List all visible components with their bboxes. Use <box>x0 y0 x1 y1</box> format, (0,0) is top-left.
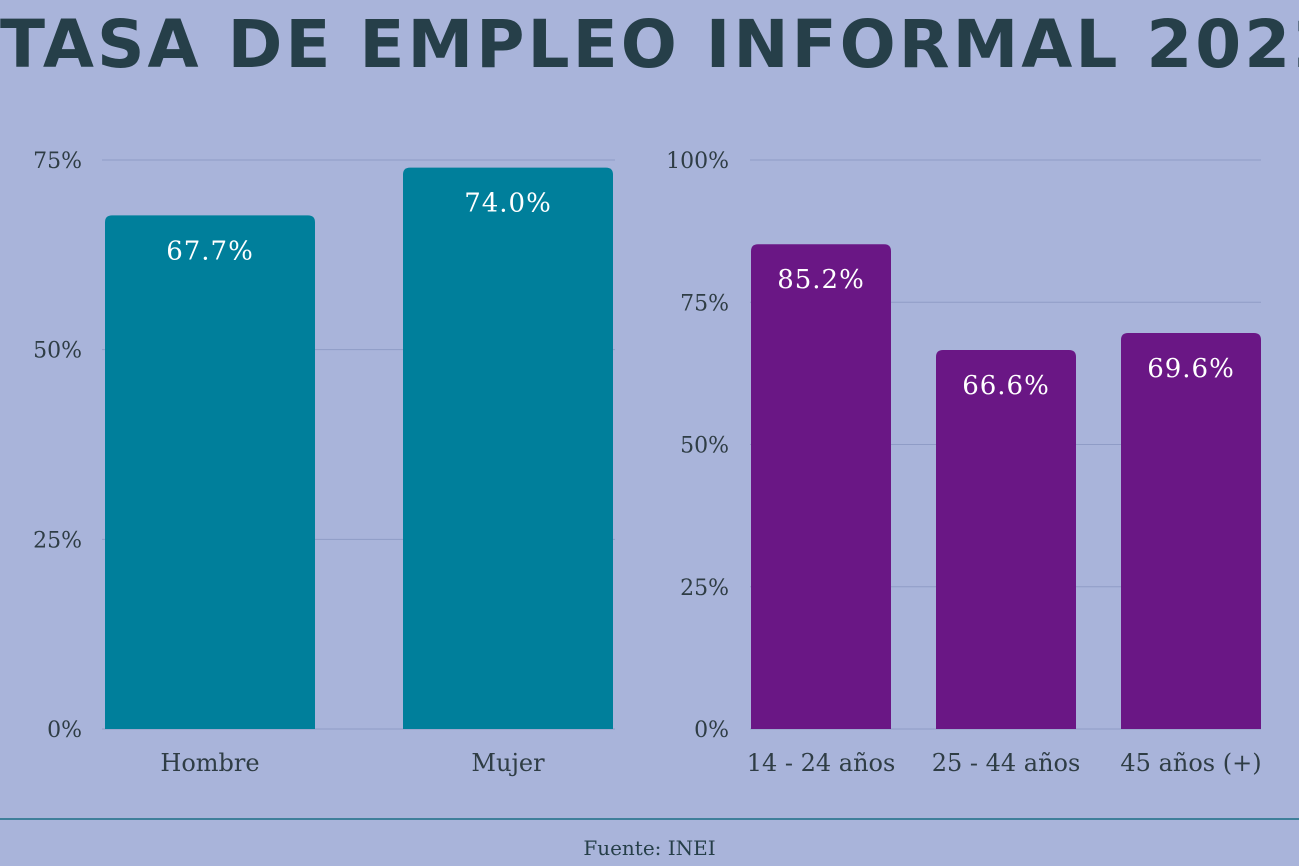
bar <box>1121 332 1261 729</box>
footer-divider <box>0 818 1299 820</box>
y-tick-label: 50% <box>680 434 729 459</box>
x-category-label: 25 - 44 años <box>932 749 1081 777</box>
x-category-label: 14 - 24 años <box>747 749 896 777</box>
y-tick-label: 25% <box>33 528 82 553</box>
chart-by-sex: 0% 25% 50% 75% 67.7% Hombre 74.0% Mujer <box>33 149 615 777</box>
bar <box>403 167 613 729</box>
bar-value-label: 69.6% <box>1147 354 1235 384</box>
x-category-label: Mujer <box>471 749 545 777</box>
source-note: Fuente: INEI <box>583 836 716 860</box>
y-tick-label: 75% <box>680 291 729 316</box>
bar <box>105 215 315 729</box>
chart-by-age: 0% 25% 50% 75% 100% 85.2% 14 - 24 años 66.6% 25 … <box>666 149 1261 777</box>
y-tick-label: 100% <box>666 149 729 174</box>
y-tick-label: 50% <box>33 339 82 364</box>
x-category-label: 45 años (+) <box>1120 749 1261 777</box>
y-tick-label: 0% <box>694 718 729 743</box>
bar-value-label: 66.6% <box>962 371 1050 401</box>
bar-value-label: 85.2% <box>777 265 865 295</box>
bar-value-label: 67.7% <box>166 236 254 266</box>
x-category-label: Hombre <box>160 749 259 777</box>
y-tick-label: 25% <box>680 576 729 601</box>
y-tick-label: 75% <box>33 149 82 174</box>
y-tick-label: 0% <box>47 718 82 743</box>
bar <box>936 350 1076 729</box>
page-title: TASA DE EMPLEO INFORMAL 2022 <box>0 6 1299 83</box>
bar-value-label: 74.0% <box>464 189 552 219</box>
bar <box>751 244 891 729</box>
